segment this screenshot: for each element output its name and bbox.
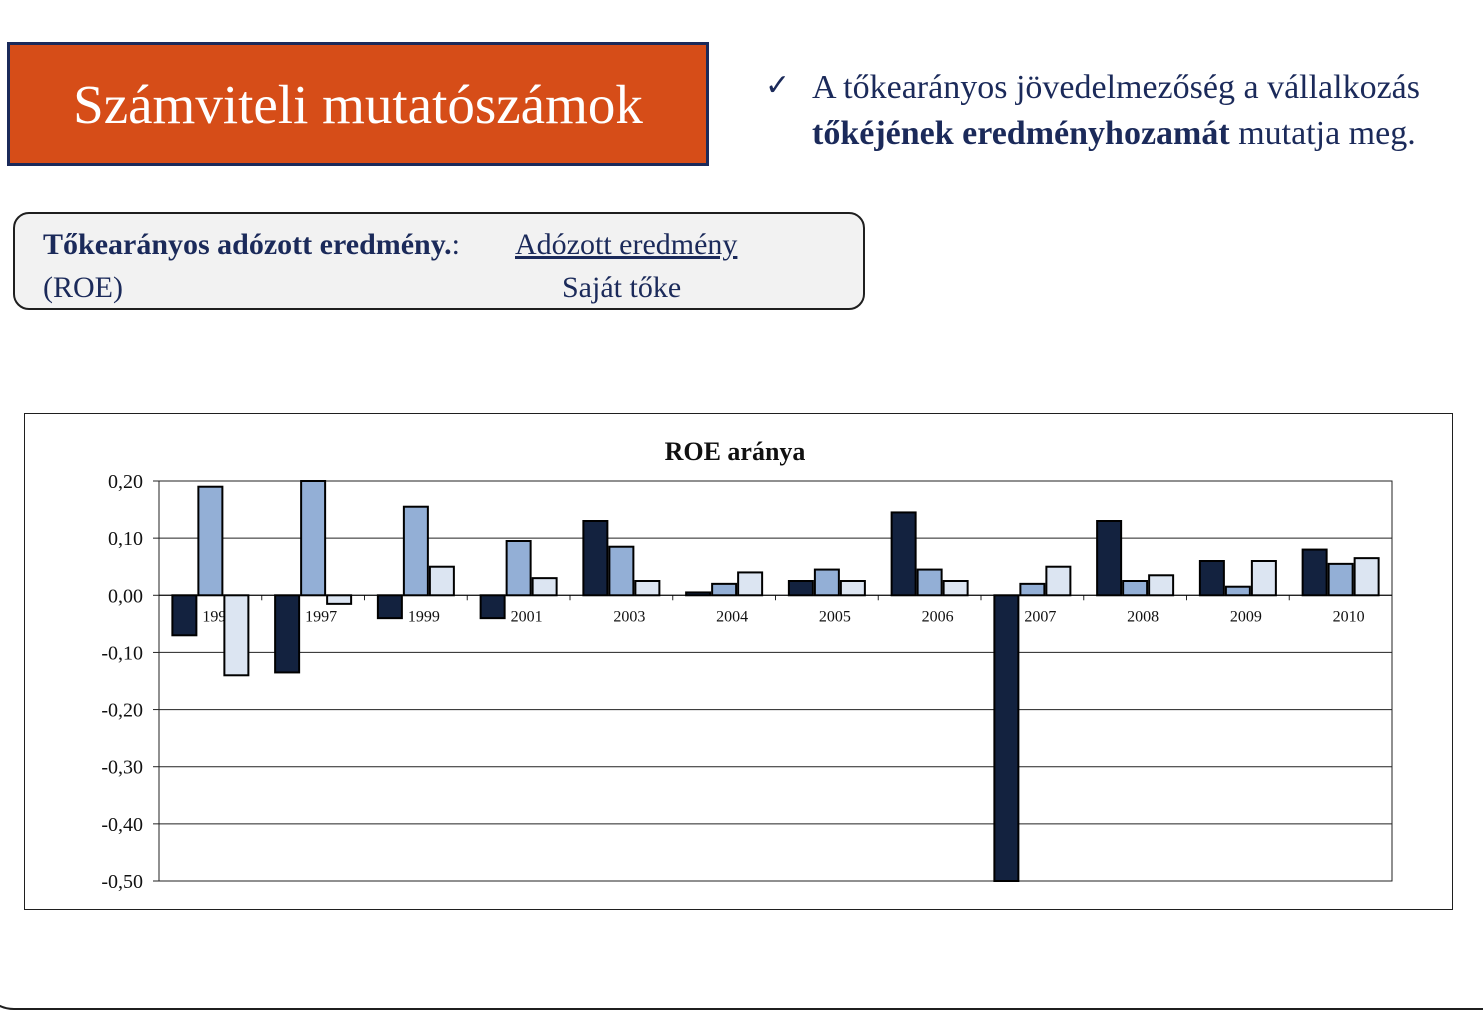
bar-series-2 [505, 540, 532, 597]
bar-series-3 [1148, 574, 1175, 597]
x-tick-label: 2009 [1230, 608, 1262, 625]
bar-series-1 [993, 594, 1020, 883]
bullet-rest-text: mutatja meg. [1229, 115, 1416, 152]
formula-abbreviation: (ROE) [43, 271, 123, 304]
x-tick-label: 2001 [511, 608, 543, 625]
bar-series-3 [839, 580, 866, 597]
bar-series-1 [1198, 560, 1225, 597]
bar-series-2 [711, 582, 738, 597]
bar-series-1 [376, 594, 403, 620]
x-tick-label: 2004 [716, 608, 748, 625]
bar-series-1 [479, 594, 506, 620]
bar-series-3 [1045, 565, 1072, 597]
bar-series-3 [223, 594, 250, 677]
x-tick-label: 2010 [1333, 608, 1365, 625]
y-tick-label: -0,50 [101, 871, 143, 893]
x-tick-label: 1999 [408, 608, 440, 625]
x-tick-label: 2006 [922, 608, 954, 625]
formula-label-bold: Tőkearányos adózott eredmény. [43, 228, 452, 261]
checkmark-icon: ✓ [765, 69, 791, 102]
bar-series-2 [1122, 580, 1149, 597]
y-tick-label: -0,30 [101, 757, 143, 779]
bar-series-2 [197, 485, 224, 597]
x-tick-label: 1997 [305, 608, 337, 625]
bullet-line-1: A tőkearányos jövedelmezőség a vállalkoz… [812, 69, 1420, 106]
bar-series-1 [1096, 520, 1123, 597]
bullet-bold-text: tőkéjének eredményhozamát [812, 115, 1230, 152]
y-tick-label: 0,00 [108, 585, 143, 607]
bar-series-1 [582, 520, 609, 597]
slide-title-box: Számviteli mutatószámok [7, 42, 709, 166]
y-tick-label: -0,10 [101, 642, 143, 664]
formula-numerator: Adózott eredmény [515, 228, 738, 261]
chart-title: ROE aránya [665, 437, 806, 466]
bar-series-3 [942, 580, 969, 597]
bar-series-3 [1250, 560, 1277, 597]
roe-bar-chart: 0,20 0,10 0,00 -0,10 -0,20 -0,30 -0,40 -0,50 199… [101, 437, 1393, 893]
x-tick-label: 2007 [1024, 608, 1056, 625]
x-tick-label: 2005 [819, 608, 851, 625]
formula-colon: : [451, 228, 460, 261]
formula-denominator: Saját tőke [562, 271, 682, 304]
bar-series-2 [813, 568, 840, 597]
bar-series-2 [1327, 562, 1354, 597]
bar-series-1 [171, 594, 198, 637]
bullet-line-2: tőkéjének eredményhozamát mutatja meg. [812, 111, 1416, 157]
bar-series-2 [608, 545, 635, 597]
bar-series-1 [787, 580, 814, 597]
plot-area [158, 480, 1393, 882]
y-tick-label: 0,10 [108, 528, 143, 550]
y-tick-label: -0,40 [101, 814, 143, 836]
formula-box: Tőkearányos adózott eredmény.: Adózott e… [13, 212, 865, 310]
bar-series-1 [890, 511, 917, 597]
x-tick-label: 2003 [613, 608, 645, 625]
bar-series-3 [326, 594, 353, 605]
bar-series-3 [737, 571, 764, 597]
y-tick-label: 0,20 [108, 471, 143, 493]
bar-series-2 [1224, 585, 1251, 597]
bar-series-1 [1301, 548, 1328, 597]
bar-series-2 [300, 480, 327, 597]
x-tick-label: 2008 [1127, 608, 1159, 625]
bar-series-2 [402, 505, 429, 597]
bar-series-2 [1019, 582, 1046, 597]
formula-label: Tőkearányos adózott eredmény.: [43, 228, 460, 262]
bar-series-3 [531, 577, 558, 597]
chart-container: 0,20 0,10 0,00 -0,10 -0,20 -0,30 -0,40 -0,50 199… [24, 413, 1453, 910]
bar-series-3 [428, 565, 455, 597]
y-tick-label: -0,20 [101, 700, 143, 722]
bar-series-3 [634, 580, 661, 597]
bar-series-3 [1353, 557, 1380, 597]
bar-series-1 [274, 594, 301, 674]
bar-series-2 [916, 568, 943, 597]
slide-title: Számviteli mutatószámok [73, 73, 643, 135]
